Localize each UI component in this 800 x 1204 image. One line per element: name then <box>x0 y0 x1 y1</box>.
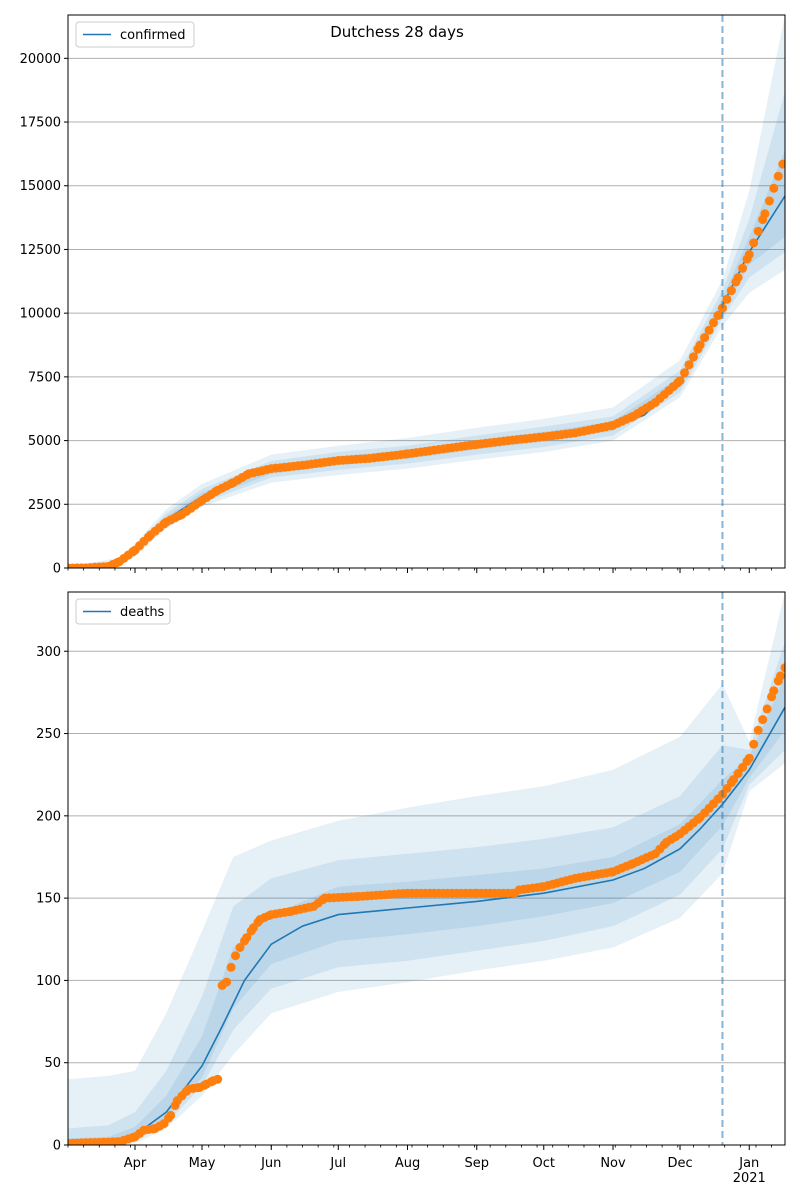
observed-point <box>778 159 785 169</box>
observed-point <box>769 183 779 193</box>
observed-point <box>744 753 754 763</box>
x-tick-label: Jun <box>260 1156 281 1171</box>
y-tick-label: 17500 <box>20 116 61 131</box>
x-tick-label: Jul <box>329 1156 346 1171</box>
observed-point <box>780 663 785 673</box>
observed-point <box>773 171 783 181</box>
observed-point <box>738 263 748 273</box>
observed-point <box>776 671 785 681</box>
y-tick-label: 150 <box>36 892 61 907</box>
y-tick-label: 50 <box>44 1056 61 1071</box>
deaths-panel: 0 50 100 150 200 250 300 Apr May Jun Jul Aug Sep Oct N… <box>36 591 786 1186</box>
y-tick-label: 7500 <box>28 370 61 385</box>
y-tick-label: 15000 <box>20 179 61 194</box>
observed-point <box>242 933 252 943</box>
y-tick-label: 250 <box>36 727 61 742</box>
x-tick-label: Oct <box>533 1156 555 1171</box>
plot-area <box>68 592 785 1145</box>
y-tick-label: 300 <box>36 645 61 660</box>
x-tick-label: Dec <box>667 1156 692 1171</box>
observed-point <box>713 311 723 320</box>
observed-point <box>675 376 685 386</box>
observed-point <box>749 739 759 749</box>
observed-point <box>235 943 245 952</box>
observed-point <box>700 333 710 343</box>
observed-point <box>760 209 770 219</box>
observed-point <box>753 226 763 236</box>
axes-frame <box>67 591 786 1146</box>
observed-point <box>758 715 768 725</box>
observed-point <box>704 325 714 335</box>
axes-frame <box>67 14 786 569</box>
y-tick-label: 0 <box>53 562 61 577</box>
y-tick-label: 100 <box>36 974 61 989</box>
observed-series <box>68 663 785 1145</box>
observed-point <box>718 303 727 313</box>
observed-point <box>222 977 232 987</box>
uncertainty-band-inner <box>68 675 785 1145</box>
x-tick-label: May <box>189 1156 216 1171</box>
legend-box <box>75 598 171 625</box>
observed-point <box>749 238 759 248</box>
observed-point <box>769 686 779 696</box>
legend-box <box>75 21 195 48</box>
confirmed-panel: 0 2500 5000 7500 10000 12500 15000 17500 20000 co… <box>20 14 786 577</box>
y-tick-label: 5000 <box>28 434 61 449</box>
observed-point <box>726 286 736 296</box>
y-tick-label: 12500 <box>20 243 61 258</box>
y-tick-label: 200 <box>36 809 61 824</box>
uncertainty-band-middle <box>68 91 785 568</box>
x-tick-label: Apr <box>124 1156 147 1171</box>
observed-point <box>680 368 689 378</box>
legend-label: deaths <box>120 605 165 620</box>
y-tick-label: 10000 <box>20 307 61 322</box>
observed-point <box>231 951 240 961</box>
legend-label: confirmed <box>120 28 186 43</box>
observed-point <box>722 294 732 304</box>
y-tick-label: 2500 <box>28 498 61 513</box>
legend: confirmed <box>75 21 195 48</box>
x-tick-label: Jan <box>738 1156 759 1171</box>
observed-series <box>68 159 785 568</box>
observed-point <box>695 340 705 350</box>
x-tick-label: 2021 <box>733 1171 766 1186</box>
observed-point <box>213 1074 223 1084</box>
observed-point <box>733 273 743 282</box>
observed-point <box>688 352 698 362</box>
observed-point <box>744 250 754 259</box>
plot-area <box>68 15 785 568</box>
x-tick-label: Sep <box>464 1156 489 1171</box>
y-tick-label: 0 <box>53 1139 61 1154</box>
y-tick-label: 20000 <box>20 52 61 67</box>
x-tick-label: Aug <box>395 1156 420 1171</box>
observed-point <box>226 962 236 972</box>
x-tick-label: Nov <box>600 1156 626 1171</box>
uncertainty-band-outer <box>68 592 785 1145</box>
chart-title: Dutchess 28 days <box>330 23 464 41</box>
observed-point <box>709 318 718 328</box>
observed-point <box>764 196 774 206</box>
observed-point <box>684 360 694 370</box>
observed-point <box>753 725 763 735</box>
observed-point <box>762 704 772 714</box>
uncertainty-band-outer <box>68 15 785 568</box>
legend: deaths <box>75 598 171 625</box>
observed-point <box>166 1110 176 1120</box>
